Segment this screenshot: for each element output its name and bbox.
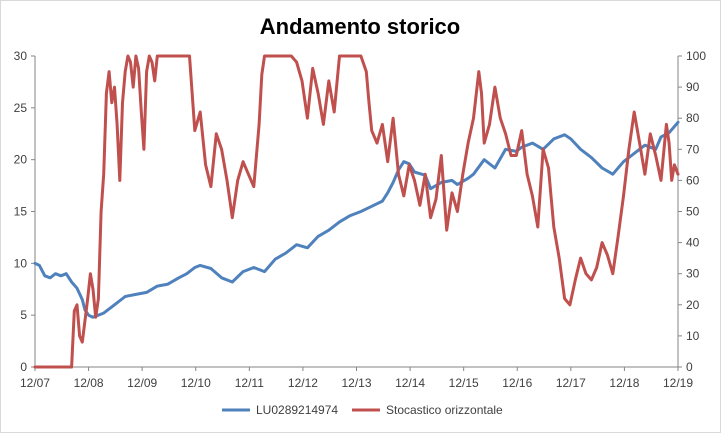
x-tick-label: 12/10 (181, 376, 211, 390)
x-tick-label: 12/18 (609, 376, 639, 390)
right-y-tick-label: 40 (686, 236, 700, 250)
x-tick-label: 12/08 (74, 376, 104, 390)
x-tick-label: 12/16 (502, 376, 532, 390)
x-tick-label: 12/13 (341, 376, 371, 390)
right-y-tick-label: 50 (686, 205, 700, 219)
axes-layer: 0 5 10 15 20 25 30 0 10 20 30 40 50 60 70 80 90 100 12/07 1… (14, 49, 707, 390)
x-tick-label: 12/15 (449, 376, 479, 390)
right-y-tick-label: 0 (686, 360, 693, 374)
x-tick-label: 12/14 (395, 376, 425, 390)
left-y-tick-label: 5 (20, 308, 27, 322)
left-y-tick-label: 20 (14, 153, 28, 167)
right-y-tick-label: 100 (686, 49, 706, 63)
x-tick-label: 12/11 (235, 376, 264, 390)
right-y-tick-label: 70 (686, 142, 700, 156)
x-tick-label: 12/17 (556, 376, 586, 390)
x-tick-label: 12/12 (288, 376, 318, 390)
right-y-tick-label: 30 (686, 267, 700, 281)
legend-label-2: Stocastico orizzontale (386, 403, 503, 417)
x-tick-label: 12/07 (20, 376, 50, 390)
series-layer (33, 54, 680, 369)
x-tick-label: 12/09 (127, 376, 157, 390)
series-line-2 (33, 54, 680, 369)
x-tick-label: 12/19 (663, 376, 693, 390)
left-y-tick-label: 30 (14, 49, 28, 63)
left-y-tick-label: 25 (14, 101, 28, 115)
chart-title: Andamento storico (260, 14, 460, 39)
right-y-tick-label: 20 (686, 298, 700, 312)
right-y-tick-label: 90 (686, 80, 700, 94)
legend-label-1: LU0289214974 (256, 403, 338, 417)
chart-legend: LU0289214974 Stocastico orizzontale (222, 403, 503, 417)
right-y-tick-label: 80 (686, 111, 700, 125)
right-y-tick-label: 60 (686, 173, 700, 187)
left-y-tick-label: 0 (20, 360, 27, 374)
left-y-tick-label: 10 (14, 256, 28, 270)
left-y-tick-label: 15 (14, 205, 28, 219)
right-y-tick-label: 10 (686, 329, 700, 343)
